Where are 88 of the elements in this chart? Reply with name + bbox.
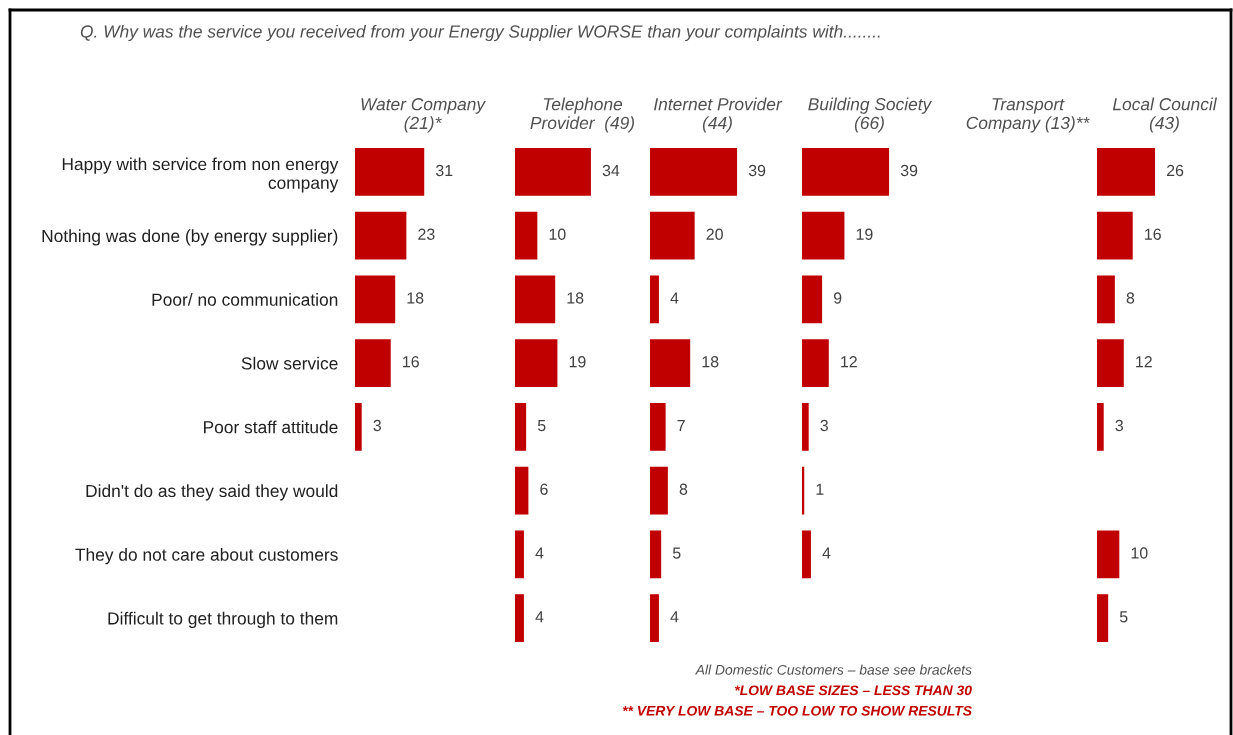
data-label: 5 <box>1119 611 1128 623</box>
data-label: 12 <box>1136 356 1152 368</box>
y-tick-label: They do not care about customers <box>75 548 338 565</box>
bar <box>515 466 529 515</box>
data-label: 39 <box>748 164 766 177</box>
bar <box>1097 275 1115 324</box>
bar <box>802 466 805 515</box>
bar <box>650 275 659 324</box>
data-label: 16 <box>1145 228 1161 240</box>
bar <box>650 147 738 196</box>
bar <box>650 594 659 643</box>
bar <box>355 211 407 260</box>
bar <box>515 402 527 451</box>
y-tick-label: Poor/ no communication <box>152 293 338 306</box>
y-tick-label: Slow service <box>241 356 338 370</box>
bar <box>802 339 829 388</box>
data-label: 10 <box>549 228 566 240</box>
text: Transport Company (13)** <box>966 98 1090 133</box>
data-label: 9 <box>833 292 842 304</box>
data-label: 1 <box>816 483 824 495</box>
bar <box>515 594 524 643</box>
bar <box>1097 594 1109 643</box>
data-label: 20 <box>706 228 723 240</box>
data-label: 34 <box>602 164 620 177</box>
chart-title: Telephone Provider (49) <box>530 97 635 133</box>
bar <box>802 147 890 196</box>
bar <box>355 147 425 196</box>
bar <box>355 275 396 324</box>
bar <box>802 402 809 451</box>
bar <box>355 339 391 388</box>
data-label: 3 <box>820 419 828 432</box>
data-label: 3 <box>373 419 381 432</box>
data-label: 23 <box>418 228 435 240</box>
data-label: 18 <box>567 292 584 304</box>
text: All Domestic Customers – base see brackets <box>694 664 972 675</box>
chart-title: Building Society (66) <box>808 97 933 133</box>
text: Q. Why was the service you received from your Energy Supplier WORSE than your complaints with........ <box>80 24 880 42</box>
data-label: 8 <box>679 483 688 495</box>
bar <box>515 339 558 388</box>
chart-title: Internet Provider (44) <box>654 97 783 133</box>
data-label: 12 <box>841 356 857 368</box>
bar <box>802 275 823 324</box>
y-tick-label: Didn't do as they said they would <box>86 484 338 501</box>
bar <box>1097 339 1124 388</box>
bar <box>515 530 524 579</box>
y-tick-label: Difficult to get through to them <box>108 611 338 629</box>
bar <box>1097 147 1156 196</box>
data-label: 4 <box>535 611 544 623</box>
data-label: 18 <box>407 292 424 304</box>
data-label: 8 <box>1126 292 1135 304</box>
bar <box>650 530 662 579</box>
data-label: 7 <box>677 420 685 432</box>
text: *LOW BASE SIZES – LESS THAN 30 <box>734 685 972 696</box>
bar <box>650 466 668 515</box>
bar <box>650 402 666 451</box>
data-label: 4 <box>535 547 544 559</box>
data-label: 3 <box>1115 419 1123 432</box>
bar <box>355 402 362 451</box>
data-label: 5 <box>672 547 681 559</box>
chart-title: Water Company (21)* <box>361 98 486 133</box>
data-label: 5 <box>537 420 546 432</box>
bar <box>802 530 811 579</box>
data-label: 4 <box>670 292 679 304</box>
data-label: 39 <box>900 164 918 177</box>
y-tick-label: Nothing was done (by energy supplier) <box>42 229 338 246</box>
bar <box>1097 402 1104 451</box>
data-label: 26 <box>1166 164 1184 177</box>
bar <box>650 339 691 388</box>
y-tick-label: Poor staff attitude <box>204 420 338 434</box>
data-label: 16 <box>403 356 419 368</box>
bar <box>515 211 538 260</box>
text: ** VERY LOW BASE – TOO LOW TO SHOW RESULTS <box>622 705 972 716</box>
bar <box>650 211 695 260</box>
bar <box>1097 530 1120 579</box>
bar <box>515 147 591 196</box>
bar <box>515 275 556 324</box>
y-tick-label: Happy with service from non energy company <box>62 157 339 193</box>
data-label: 19 <box>856 228 873 240</box>
data-label: 6 <box>540 483 548 495</box>
bar <box>802 211 845 260</box>
data-label: 19 <box>569 356 586 368</box>
data-label: 4 <box>822 547 831 559</box>
data-label: 31 <box>435 164 453 177</box>
data-label: 10 <box>1131 547 1148 559</box>
data-label: 4 <box>670 611 679 623</box>
chart-title: Local Council (43) <box>1112 97 1218 133</box>
bar <box>1097 211 1133 260</box>
data-label: 18 <box>702 356 719 368</box>
